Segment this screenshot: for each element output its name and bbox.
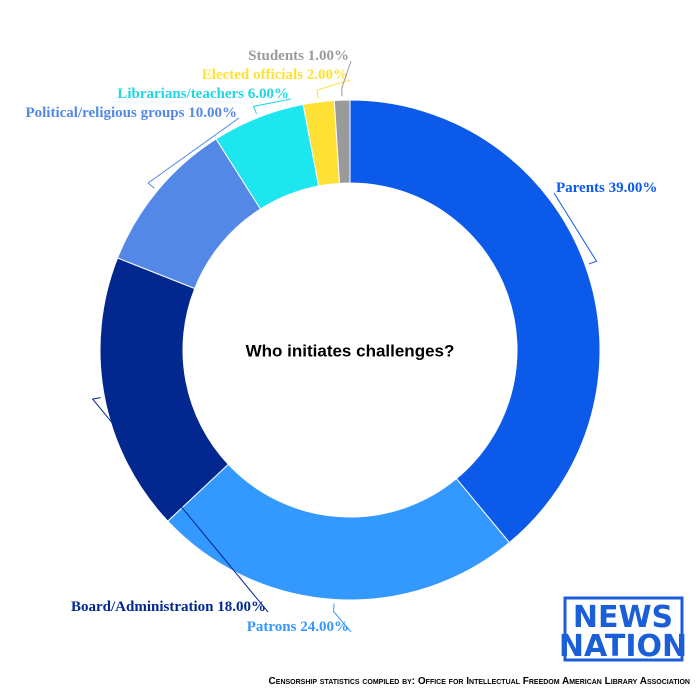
donut-segment bbox=[333, 99, 351, 184]
logo-text: NATION bbox=[559, 629, 687, 664]
data-label: Elected officials 2.00% bbox=[202, 67, 348, 83]
footer: Censorship statistics compiled by: Offic… bbox=[269, 676, 690, 687]
label-value: 6.00% bbox=[248, 86, 289, 102]
logo-frame bbox=[563, 596, 684, 662]
donut-segment bbox=[99, 257, 229, 522]
data-label: Parents 39.00% bbox=[556, 180, 657, 196]
label-value: 39.00% bbox=[609, 180, 658, 196]
data-label: Students 1.00% bbox=[248, 48, 349, 64]
data-label: Librarians/teachers 6.00% bbox=[117, 86, 289, 102]
leader-line bbox=[316, 79, 351, 99]
label-name: Students bbox=[248, 48, 304, 64]
leader-line bbox=[147, 117, 240, 189]
donut bbox=[99, 99, 601, 601]
leader-line bbox=[91, 397, 269, 613]
leader-line bbox=[252, 98, 292, 115]
logo: NEWS NATION bbox=[559, 596, 687, 664]
label-name: Librarians/teachers bbox=[117, 86, 244, 102]
label-value: 24.00% bbox=[300, 619, 349, 635]
leader-line bbox=[553, 192, 598, 265]
leader-line bbox=[341, 60, 352, 97]
label-name: Board/Administration bbox=[71, 599, 214, 615]
donut-segment bbox=[167, 463, 511, 601]
data-label: Patrons 24.00% bbox=[247, 619, 349, 635]
chart-title: Who initiates challenges? bbox=[246, 341, 455, 360]
label-value: 2.00% bbox=[307, 67, 348, 83]
data-label: Political/religious groups 10.00% bbox=[25, 105, 237, 121]
label-value: 1.00% bbox=[308, 48, 349, 64]
label-name: Political/religious groups bbox=[25, 105, 184, 121]
label-name: Patrons bbox=[247, 619, 297, 635]
label-value: 18.00% bbox=[217, 599, 266, 615]
label-value: 10.00% bbox=[188, 105, 237, 121]
label-name: Parents bbox=[556, 180, 605, 196]
donut-segment bbox=[349, 99, 601, 544]
data-label: Board/Administration 18.00% bbox=[71, 599, 266, 615]
leader-line bbox=[333, 603, 352, 633]
logo-text: NEWS bbox=[573, 600, 673, 635]
label-name: Elected officials bbox=[202, 67, 303, 83]
